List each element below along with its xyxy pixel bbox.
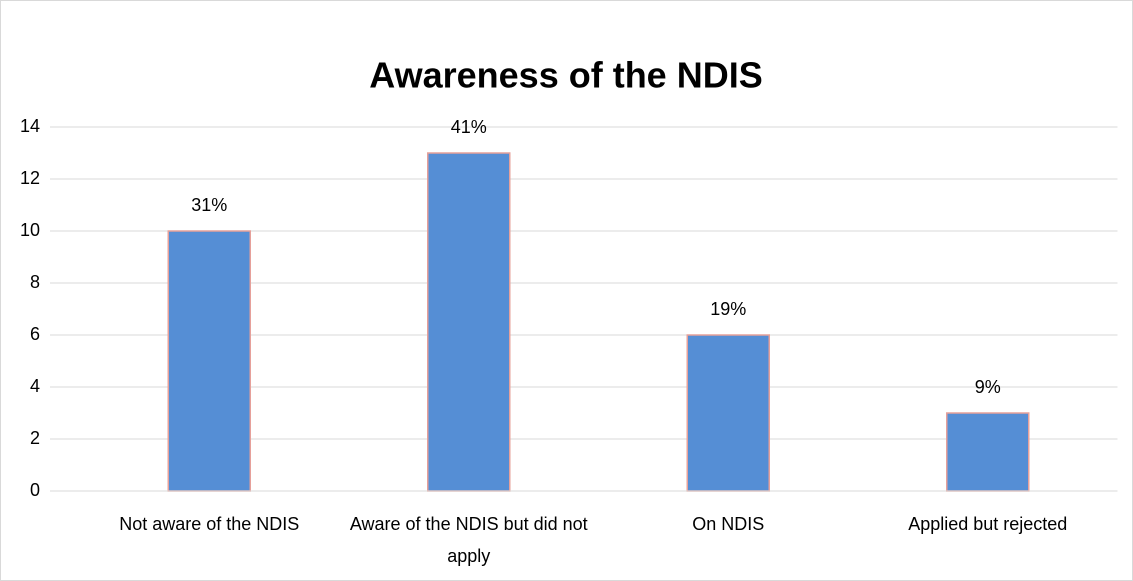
data-label: 41% xyxy=(451,117,487,137)
data-label: 19% xyxy=(710,299,746,319)
y-tick-label: 14 xyxy=(20,116,40,136)
y-tick-label: 10 xyxy=(20,220,40,240)
y-tick-label: 6 xyxy=(30,324,40,344)
bar xyxy=(946,412,1030,492)
y-tick-label: 2 xyxy=(30,428,40,448)
data-label: 9% xyxy=(975,377,1001,397)
bar xyxy=(427,152,511,492)
y-tick-label: 12 xyxy=(20,168,40,188)
y-tick-label: 8 xyxy=(30,272,40,292)
bar xyxy=(686,334,770,492)
chart-title: Awareness of the NDIS xyxy=(369,55,762,96)
y-tick-label: 0 xyxy=(30,480,40,500)
data-label: 31% xyxy=(191,195,227,215)
x-tick-label: Applied but rejected xyxy=(908,514,1067,534)
y-tick-label: 4 xyxy=(30,376,40,396)
x-tick-label: On NDIS xyxy=(692,514,764,534)
x-tick-label: Not aware of the NDIS xyxy=(119,514,299,534)
x-tick-label: Aware of the NDIS but did not apply xyxy=(350,514,588,566)
bar xyxy=(167,230,251,492)
